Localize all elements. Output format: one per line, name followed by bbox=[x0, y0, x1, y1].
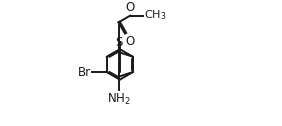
Text: S: S bbox=[115, 36, 122, 49]
Text: O: O bbox=[126, 35, 135, 48]
Text: CH$_3$: CH$_3$ bbox=[144, 8, 166, 22]
Text: NH$_2$: NH$_2$ bbox=[107, 91, 130, 107]
Text: Br: Br bbox=[78, 66, 91, 78]
Text: O: O bbox=[125, 1, 135, 14]
